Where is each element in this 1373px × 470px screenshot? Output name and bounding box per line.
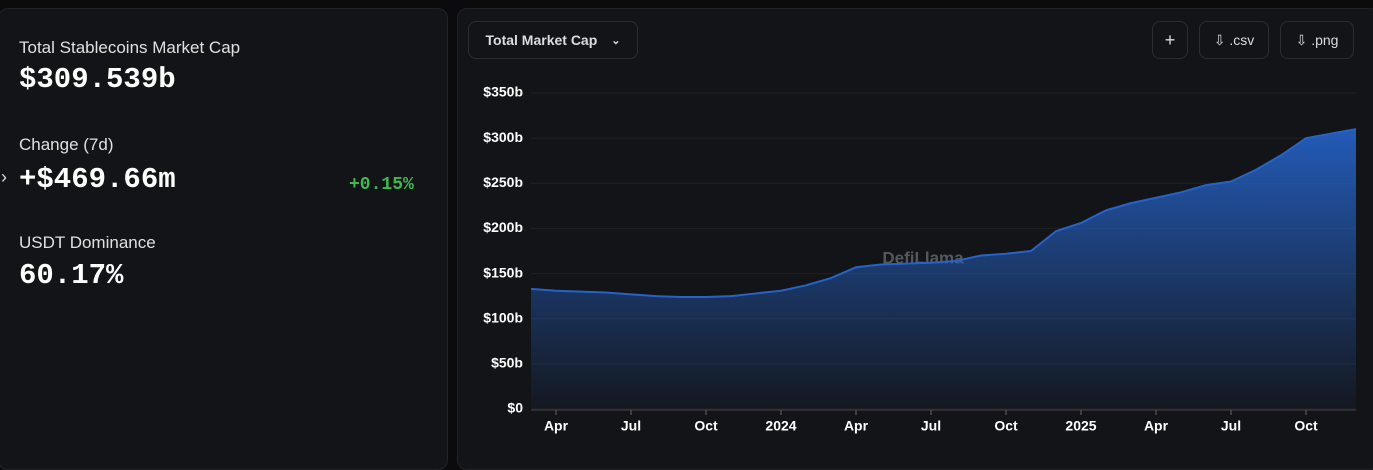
x-tick-label: Apr [844, 418, 869, 434]
csv-text: .csv [1229, 32, 1255, 48]
y-tick-label: $0 [507, 400, 523, 416]
y-tick-label: $300b [483, 129, 523, 145]
csv-button[interactable]: ⇩ .csv [1199, 21, 1269, 59]
y-tick-label: $200b [483, 219, 523, 235]
metric-select[interactable]: Total Market Cap ⌄ [468, 21, 638, 59]
stat-value: $309.539b [19, 63, 176, 96]
stat-change: +0.15% [349, 175, 414, 195]
png-button[interactable]: ⇩ .png [1280, 21, 1354, 59]
y-tick-label: $150b [483, 264, 523, 280]
y-tick-label: $250b [483, 174, 523, 190]
chart: DefiLlama $0$50b$100b$150b$200b$250b$300… [483, 84, 1357, 434]
stat-value: +$469.66m [19, 163, 176, 196]
y-tick-label: $100b [483, 309, 523, 325]
stat-label: USDT Dominance [19, 233, 156, 252]
stats-panel: Total Stablecoins Market Cap $309.539b C… [0, 8, 448, 470]
x-tick-label: 2024 [765, 418, 796, 434]
x-tick-label: Oct [1294, 418, 1318, 434]
x-tick-label: Jul [621, 418, 641, 434]
select-text: Total Market Cap [485, 32, 598, 48]
area-fill [531, 129, 1356, 409]
x-tick-label: Apr [544, 418, 569, 434]
x-tick-label: Jul [921, 418, 941, 434]
stat-label: Change (7d) [19, 135, 114, 154]
x-tick-label: Apr [1144, 418, 1169, 434]
y-tick-label: $350b [483, 84, 523, 100]
stat-value: 60.17% [19, 259, 124, 292]
expand-icon[interactable]: › [1, 167, 7, 187]
area-line [530, 128, 1357, 299]
add-button[interactable]: + [1152, 21, 1188, 59]
page: Total Stablecoins Market Cap $309.539b C… [0, 8, 1373, 470]
x-tick-label: 2025 [1065, 418, 1096, 434]
y-tick-label: $50b [491, 355, 523, 371]
png-text: .png [1311, 32, 1339, 48]
x-tick-label: Oct [694, 418, 718, 434]
x-tick-label: Jul [1221, 418, 1241, 434]
x-tick-label: Oct [994, 418, 1018, 434]
stat-label: Total Stablecoins Market Cap [19, 38, 241, 57]
